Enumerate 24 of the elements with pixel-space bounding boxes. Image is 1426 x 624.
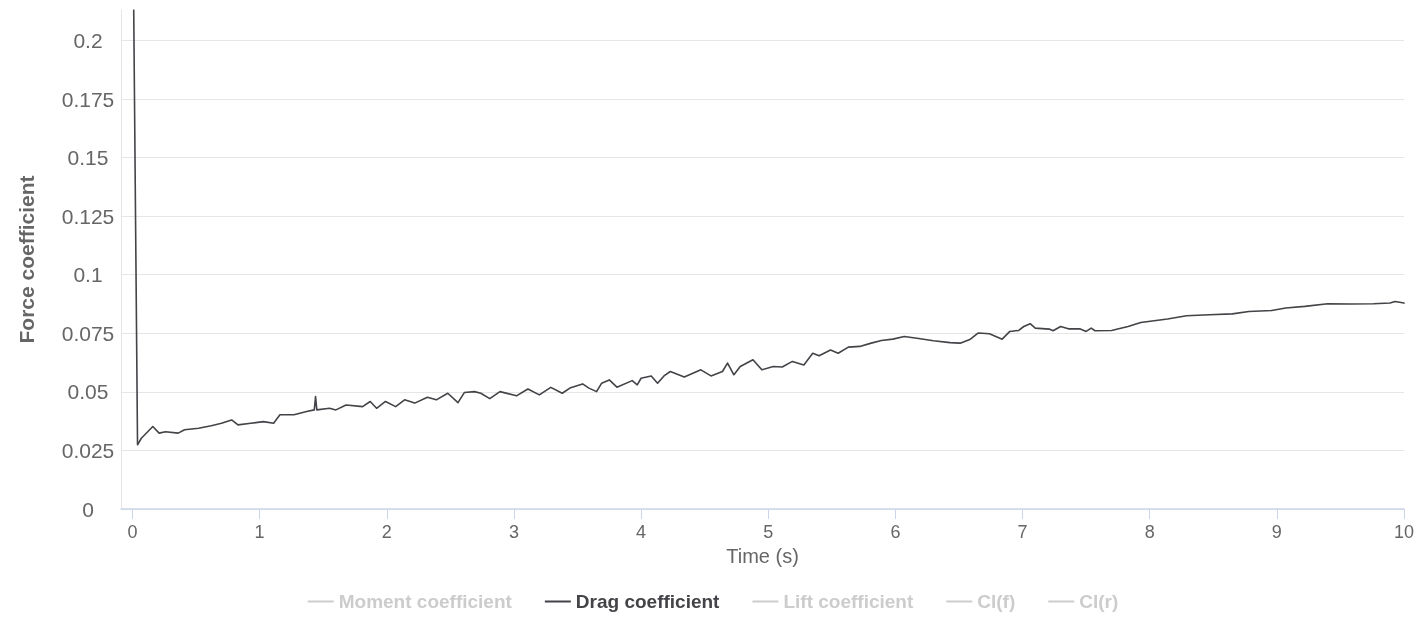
x-tick-label: 1 <box>254 522 265 542</box>
y-tick-label: 0 <box>82 497 94 521</box>
y-axis-title: Force coefficient <box>15 175 38 344</box>
y-tick-label: 0.075 <box>61 321 115 345</box>
x-axis-title: Time (s) <box>726 544 799 567</box>
x-tick-label: 6 <box>890 522 901 542</box>
x-tick-label: 10 <box>1393 522 1415 542</box>
x-tick-label: 5 <box>763 522 774 542</box>
y-tick-label: 0.2 <box>73 28 103 52</box>
x-tick-label: 7 <box>1017 522 1028 542</box>
y-tick-label: 0.125 <box>61 204 115 228</box>
y-tick-label: 0.15 <box>67 146 109 170</box>
x-tick-label: 9 <box>1271 522 1282 542</box>
x-tick-label: 4 <box>636 522 647 542</box>
y-tick-label: 0.025 <box>61 438 115 462</box>
y-tick-label: 0.05 <box>67 380 109 404</box>
line-series <box>132 9 1405 446</box>
y-tick-label: 0.1 <box>73 263 103 287</box>
y-tick-label: 0.175 <box>61 87 115 111</box>
x-tick-label: 2 <box>381 522 392 542</box>
x-tick-label: 0 <box>127 522 138 542</box>
legend-label: Drag coefficient <box>575 591 721 612</box>
x-tick-label: 8 <box>1144 522 1155 542</box>
x-tick-label: 3 <box>508 522 519 542</box>
